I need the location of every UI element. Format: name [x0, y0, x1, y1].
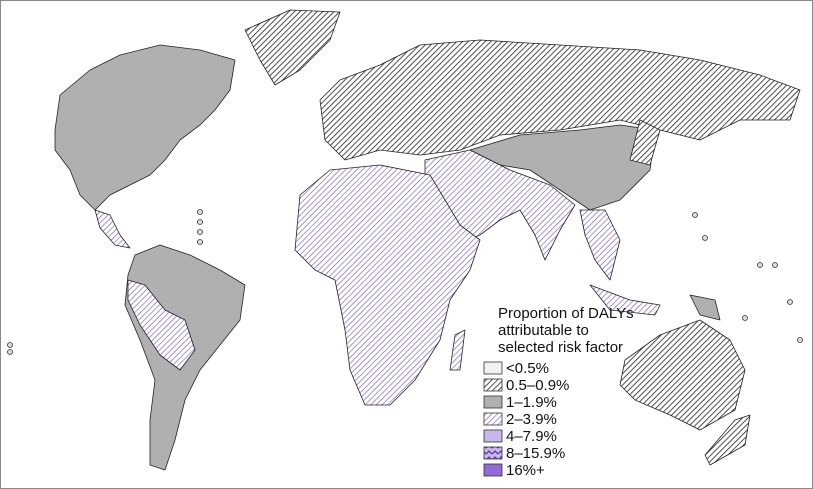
indonesia: [589, 284, 661, 316]
legend-label: 0.5–0.9%: [506, 377, 569, 394]
new-zealand: [704, 414, 751, 466]
legend-label: 1–1.9%: [506, 394, 557, 411]
legend-label: <0.5%: [506, 360, 549, 377]
papua: [689, 294, 721, 321]
china: [469, 124, 656, 211]
legend-swatch: [483, 361, 503, 375]
andes: [127, 279, 196, 371]
australia: [619, 319, 746, 431]
north-america: [54, 44, 236, 211]
legend-swatch: [483, 395, 503, 409]
southeast-asia: [579, 209, 621, 281]
legend-swatch: [483, 446, 503, 460]
legend-label: 2–3.9%: [506, 411, 557, 428]
islands: [7, 209, 803, 355]
legend-label: 8–15.9%: [506, 445, 565, 462]
legend-swatch: [483, 412, 503, 426]
legend-swatch: [483, 429, 503, 443]
central-america: [94, 209, 131, 249]
legend-swatch: [483, 463, 503, 477]
legend-swatch: [483, 378, 503, 392]
greenland: [244, 9, 341, 86]
legend-title: Proportion of DALYs: [498, 305, 634, 322]
countries: [7, 9, 803, 471]
legend: Proportion of DALYs attributable to sele…: [483, 305, 634, 479]
africa: [294, 164, 481, 406]
japan: [629, 119, 661, 166]
legend-label: 4–7.9%: [506, 428, 557, 445]
legend-label: 16%+: [506, 462, 545, 479]
madagascar: [449, 329, 466, 371]
legend-title: selected risk factor: [498, 339, 623, 356]
europe-russia: [319, 39, 801, 161]
legend-title: attributable to: [498, 322, 589, 339]
